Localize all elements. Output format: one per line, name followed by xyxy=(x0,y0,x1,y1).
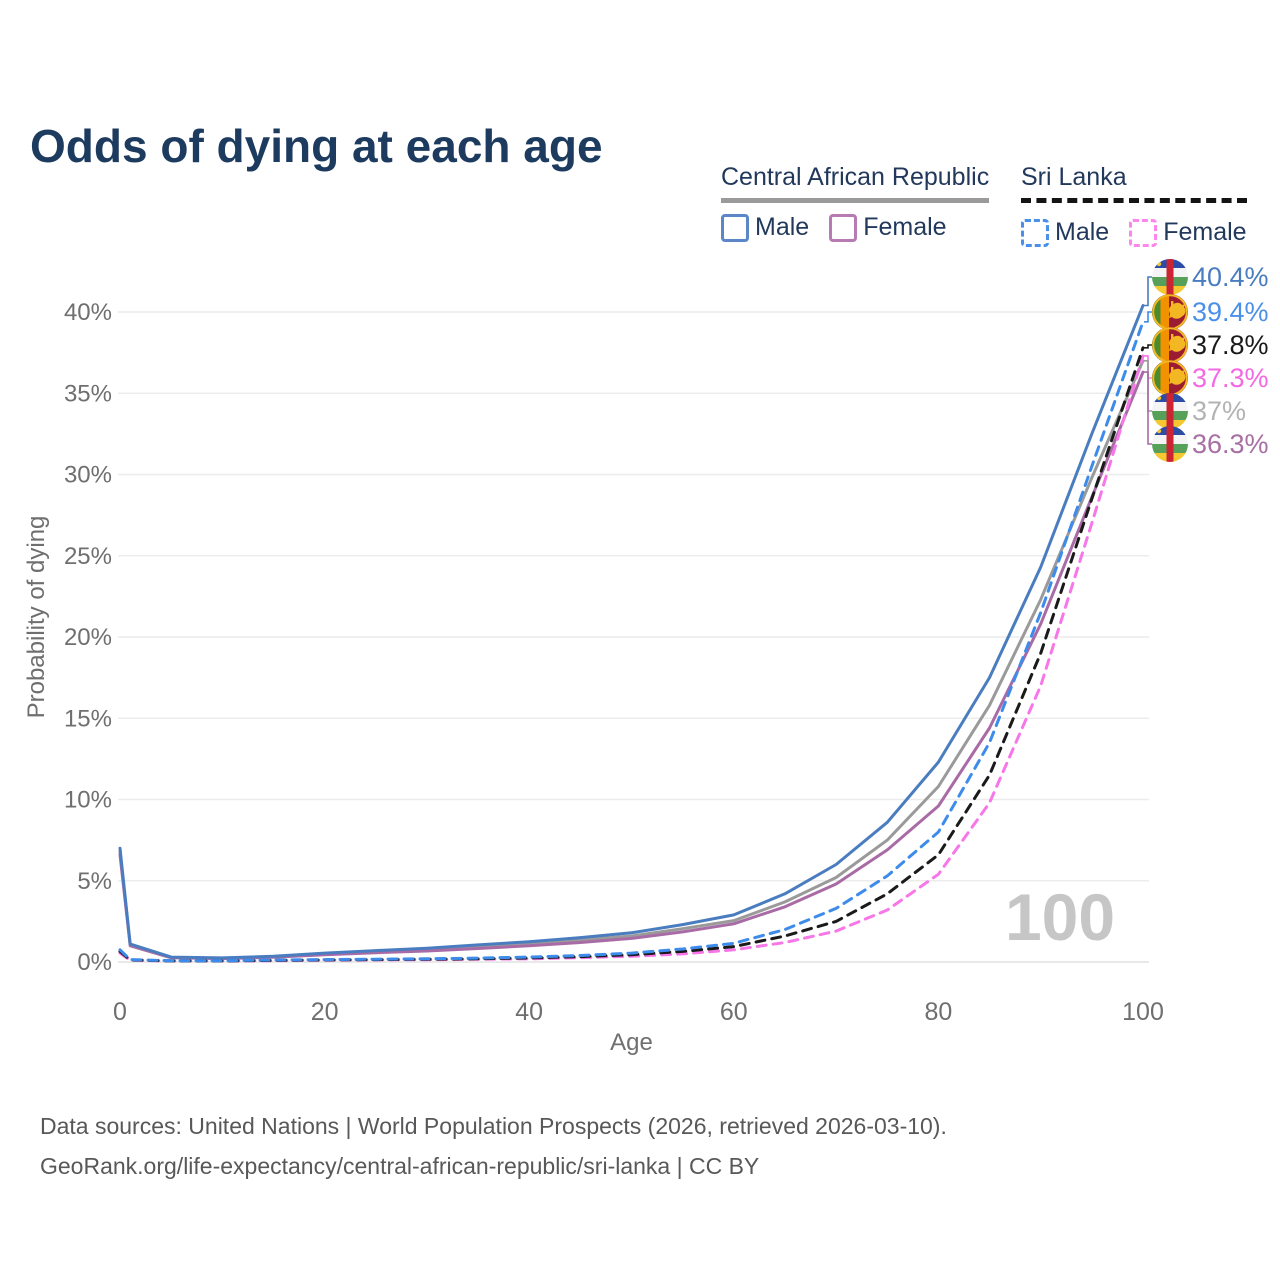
lka-male-checkbox[interactable] xyxy=(1021,218,1049,247)
dashed-line-sample xyxy=(1021,198,1247,208)
series-line-central-african-republic-both-sexes xyxy=(118,359,1145,960)
x-tick-label: 80 xyxy=(924,998,952,1026)
label-connector xyxy=(1144,371,1152,445)
series-line-sri-lanka-both-sexes xyxy=(118,346,1145,963)
end-value-label-sri-lanka-both-sexes: 37.8% xyxy=(1192,330,1269,360)
end-value-label-central-african-republic-both-sexes: 37% xyxy=(1192,396,1246,426)
label-connector xyxy=(1144,311,1152,323)
footer: Data sources: United Nations | World Pop… xyxy=(40,1106,947,1186)
flag-central-african-republic-icon xyxy=(1152,259,1188,295)
end-value-label-central-african-republic-male: 40.4% xyxy=(1192,262,1269,292)
car-male-checkbox[interactable] xyxy=(721,213,749,242)
x-tick-label: 20 xyxy=(311,998,339,1026)
page-title: Odds of dying at each age xyxy=(30,119,603,172)
legend-item-label: Female xyxy=(863,213,947,241)
series-line-central-african-republic-female xyxy=(118,370,1145,961)
y-tick-label: 5% xyxy=(77,868,112,895)
legend-country-label: Sri Lanka xyxy=(1021,163,1127,191)
x-tick-label: 0 xyxy=(113,998,127,1026)
y-tick-label: 35% xyxy=(64,380,112,407)
end-value-label-sri-lanka-female: 37.3% xyxy=(1192,363,1269,393)
legend-group-central-african-republic: Central African Republic Male Female xyxy=(721,163,990,242)
age-watermark: 100 xyxy=(1005,880,1115,954)
flag-central-african-republic-icon xyxy=(1152,426,1188,462)
x-tick-label: 60 xyxy=(720,998,748,1026)
solid-line-sample xyxy=(721,198,990,203)
end-value-label-sri-lanka-male: 39.4% xyxy=(1192,297,1269,327)
flag-sri-lanka-icon xyxy=(1152,327,1188,363)
flag-sri-lanka-icon xyxy=(1152,360,1188,396)
end-value-label-central-african-republic-female: 36.3% xyxy=(1192,429,1269,459)
series-line-sri-lanka-male xyxy=(118,320,1145,963)
label-connector xyxy=(1144,344,1152,349)
flag-central-african-republic-icon xyxy=(1152,393,1188,429)
data-sources-text: Data sources: United Nations | World Pop… xyxy=(40,1113,947,1139)
legend-item-lka-male[interactable]: Male xyxy=(1021,218,1109,247)
legend-country-label: Central African Republic xyxy=(721,163,990,191)
y-tick-label: 0% xyxy=(77,949,112,976)
y-tick-label: 20% xyxy=(64,624,112,651)
source-url-text: GeoRank.org/life-expectancy/central-afri… xyxy=(40,1153,760,1179)
car-female-checkbox[interactable] xyxy=(829,213,858,242)
y-tick-label: 25% xyxy=(64,543,112,570)
flag-sri-lanka-icon xyxy=(1152,294,1188,330)
series-line-sri-lanka-female xyxy=(118,354,1145,963)
legend-item-car-male[interactable]: Male xyxy=(721,213,809,242)
legend-item-label: Female xyxy=(1163,218,1247,246)
legend-item-label: Male xyxy=(755,213,810,241)
x-tick-label: 100 xyxy=(1122,998,1164,1026)
legend-group-sri-lanka: Sri Lanka Male Female xyxy=(1021,163,1247,247)
y-tick-label: 40% xyxy=(64,299,112,326)
chart-legend: Central African Republic Male Female Sri… xyxy=(0,163,1280,247)
label-connector xyxy=(1144,276,1152,307)
legend-item-car-female[interactable]: Female xyxy=(829,213,947,242)
y-tick-label: 10% xyxy=(64,787,112,814)
y-tick-label: 30% xyxy=(64,462,112,489)
y-tick-label: 15% xyxy=(64,705,112,732)
x-tick-label: 40 xyxy=(515,998,543,1026)
lka-female-checkbox[interactable] xyxy=(1129,218,1158,247)
legend-item-label: Male xyxy=(1055,218,1110,246)
y-axis-title: Probability of dying xyxy=(23,516,50,719)
x-axis-title: Age xyxy=(610,1029,653,1056)
legend-item-lka-female[interactable]: Female xyxy=(1129,218,1247,247)
series-line-central-african-republic-male xyxy=(118,304,1145,960)
